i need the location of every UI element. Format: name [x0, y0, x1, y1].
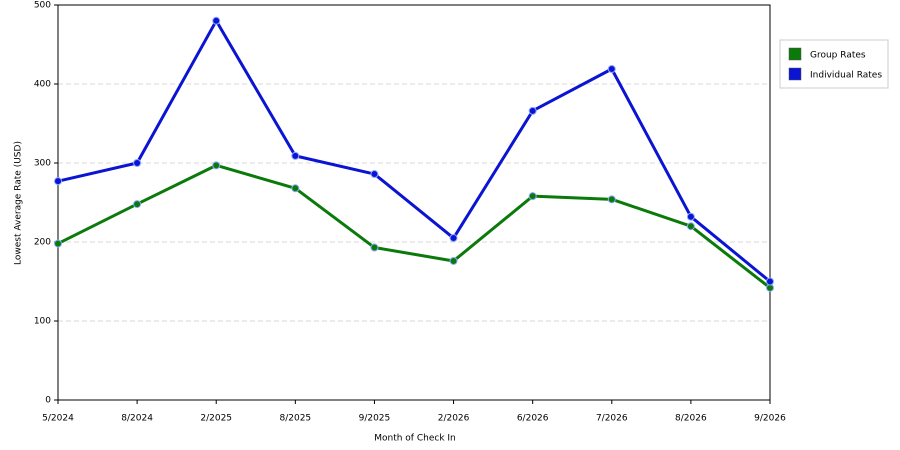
- legend-box: [779, 39, 889, 89]
- x-tick-label: 6/2026: [517, 414, 549, 424]
- x-tick-label: 8/2025: [279, 414, 311, 424]
- data-point: [607, 64, 616, 73]
- data-point: [449, 256, 458, 265]
- x-tick-label: 5/2024: [42, 414, 74, 424]
- data-point: [54, 239, 62, 248]
- data-point: [449, 234, 458, 243]
- y-tick-label: 300: [34, 159, 51, 169]
- data-point: [370, 243, 379, 252]
- data-point: [607, 195, 616, 204]
- x-tick-label: 9/2025: [359, 414, 391, 424]
- x-axis-label: Month of Check In: [374, 434, 456, 444]
- x-tick-label: 8/2026: [675, 414, 707, 424]
- data-point: [133, 200, 142, 209]
- data-point: [291, 184, 300, 193]
- x-tick-label: 9/2026: [754, 414, 786, 424]
- data-point: [528, 192, 537, 201]
- y-tick-label: 200: [34, 238, 51, 248]
- series-line: [57, 19, 771, 283]
- x-tick-label: 2/2025: [200, 414, 232, 424]
- x-tick-label: 2/2026: [438, 414, 470, 424]
- y-axis-label: Lowest Average Rate (USD): [14, 141, 24, 265]
- data-point: [686, 222, 695, 231]
- data-point: [528, 106, 537, 115]
- data-point: [766, 277, 774, 286]
- data-point: [370, 170, 379, 179]
- data-point: [686, 212, 695, 221]
- legend: Group Rates Individual Rates: [779, 39, 889, 89]
- data-point: [212, 161, 221, 170]
- series-line: [57, 163, 771, 290]
- plot-frame: [57, 4, 771, 401]
- y-tick-label: 400: [34, 80, 51, 90]
- legend-swatch: [788, 67, 802, 81]
- legend-label: Individual Rates: [810, 71, 882, 81]
- data-point: [291, 151, 300, 160]
- data-point: [54, 177, 62, 186]
- x-tick-label: 8/2024: [121, 414, 153, 424]
- legend-label: Group Rates: [810, 51, 866, 61]
- x-tick-label: 7/2026: [596, 414, 628, 424]
- data-point: [133, 159, 142, 167]
- y-tick-label: 100: [34, 317, 51, 327]
- y-tick-label: 0: [45, 396, 51, 406]
- data-point: [212, 16, 221, 25]
- y-tick-label: 500: [34, 1, 51, 11]
- legend-swatch: [788, 47, 802, 61]
